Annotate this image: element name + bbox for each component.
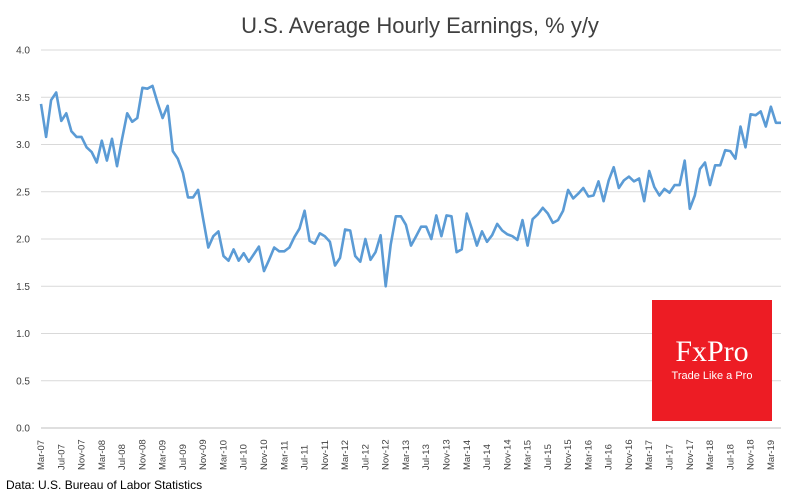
x-tick-label: Mar-13: [401, 440, 412, 470]
x-tick-label: Nov-10: [259, 439, 270, 470]
x-tick-label: Mar-08: [97, 440, 108, 470]
x-tick-label: Mar-14: [462, 440, 473, 470]
x-tick-label: Jul-14: [482, 444, 493, 470]
x-tick-label: Nov-16: [624, 439, 635, 470]
x-tick-label: Nov-18: [746, 439, 757, 470]
x-tick-label: Mar-15: [523, 440, 534, 470]
chart-title: U.S. Average Hourly Earnings, % y/y: [241, 13, 599, 38]
x-tick-label: Nov-14: [502, 439, 513, 470]
x-tick-label: Jul-15: [543, 444, 554, 470]
x-tick-label: Nov-15: [563, 439, 574, 470]
x-tick-label: Nov-12: [381, 439, 392, 470]
y-tick-label: 3.5: [16, 93, 30, 104]
x-tick-label: Mar-11: [279, 441, 290, 470]
y-tick-label: 1.0: [16, 329, 30, 340]
x-tick-label: Jul-10: [239, 444, 250, 470]
grid-lines: [41, 49, 781, 382]
y-tick-label: 0.5: [16, 376, 30, 387]
series-line: [39, 84, 781, 288]
x-tick-label: Jul-13: [421, 444, 432, 470]
x-tick-label: Jul-12: [360, 444, 371, 470]
y-tick-label: 0.0: [16, 424, 30, 435]
x-tick-label: Jul-07: [56, 444, 67, 470]
x-tick-label: Jul-11: [300, 445, 311, 470]
x-tick-label: Nov-09: [198, 439, 209, 470]
y-tick-label: 1.5: [16, 282, 30, 293]
logo-tagline: Trade Like a Pro: [671, 370, 753, 382]
y-axis-ticks: 0.0 0.5 1.0 1.5 2.0 2.5 3.0 3.5 4.0: [16, 46, 30, 435]
y-tick-label: 2.5: [16, 187, 30, 198]
x-tick-label: Mar-16: [583, 440, 594, 470]
data-source-note: Data: U.S. Bureau of Labor Statistics: [6, 478, 203, 492]
x-tick-label: Nov-17: [685, 439, 696, 470]
x-tick-label: Mar-18: [705, 440, 716, 470]
x-tick-label: Nov-07: [77, 439, 88, 470]
x-tick-label: Mar-07: [36, 440, 47, 470]
x-tick-label: Jul-08: [117, 444, 128, 470]
x-tick-label: Nov-08: [137, 439, 148, 470]
x-tick-label: Jul-09: [178, 444, 189, 470]
x-tick-label: Nov-13: [441, 439, 452, 470]
x-tick-label: Mar-12: [340, 440, 351, 470]
y-tick-label: 4.0: [16, 46, 30, 57]
x-tick-label: Mar-10: [218, 440, 229, 470]
x-tick-label: Mar-09: [158, 440, 169, 470]
y-tick-label: 3.0: [16, 140, 30, 151]
logo-brand: FxPro: [675, 335, 749, 368]
y-tick-label: 2.0: [16, 235, 30, 246]
x-tick-label: Jul-18: [725, 444, 736, 470]
x-axis-ticks: Mar-07 Jul-07 Nov-07 Mar-08 Jul-08 Nov-08 Mar-…: [36, 439, 777, 470]
x-tick-label: Jul-16: [604, 444, 615, 470]
fxpro-logo: FxPro Trade Like a Pro: [652, 300, 772, 421]
x-tick-label: Mar-19: [766, 440, 777, 470]
x-tick-label: Nov-11: [320, 440, 331, 470]
x-tick-label: Mar-17: [644, 440, 655, 470]
x-tick-label: Jul-17: [664, 444, 675, 470]
